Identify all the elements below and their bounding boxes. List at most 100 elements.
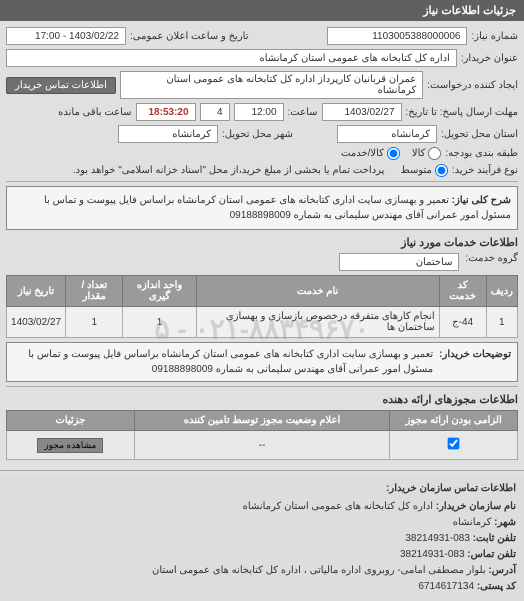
phone-value: 083-38214931 [405, 533, 470, 544]
main-panel: جزئیات اطلاعات نیاز شماره نیاز: 11030053… [0, 0, 524, 601]
remaining-days: 4 [200, 103, 230, 121]
radio-goods-input[interactable] [428, 147, 441, 160]
cell-rownum: 1 [486, 307, 517, 338]
th-date: تاریخ نیاز [7, 276, 66, 307]
group-value: ساختمان [339, 253, 459, 271]
deadline-date: 1403/02/27 [322, 103, 402, 121]
radio-medium-label: متوسط [400, 165, 431, 176]
remaining-suffix: ساعت باقی مانده [58, 107, 131, 118]
services-header-row: ردیف کد خدمت نام خدمت واحد اندازه گیری ت… [7, 276, 518, 307]
services-table: ردیف کد خدمت نام خدمت واحد اندازه گیری ت… [6, 275, 518, 338]
announce-value: 1403/02/22 - 17:00 [6, 27, 126, 45]
cell-details: مشاهده مجوز [7, 431, 135, 460]
cell-qty: 1 [66, 307, 123, 338]
radio-goods-label: کالا [412, 148, 426, 159]
section-header-details: جزئیات اطلاعات نیاز [0, 0, 524, 21]
radio-services-input[interactable] [387, 147, 400, 160]
description-box: شرح کلی نیاز: تعمیر و بهسازی سایت اداری … [6, 186, 518, 230]
buyer-notes-box: توضیحات خریدار: تعمیر و بهسازی سایت ادار… [6, 342, 518, 382]
header-title: جزئیات اطلاعات نیاز [423, 5, 516, 17]
cell-checkbox [390, 431, 518, 460]
desc-text: تعمیر و بهسازی سایت اداری کتابخانه های ع… [44, 195, 511, 221]
requester-value: عمران قربانیان کارپرداز اداره کل کتابخان… [120, 71, 423, 99]
city-value: کرمانشاه [118, 125, 218, 143]
time-label: ساعت: [288, 107, 318, 118]
th-status: اعلام وضعیت مجوز توسط تامین کننده [134, 411, 390, 431]
postal-label: کد پستی: [477, 581, 516, 592]
purchase-note: پرداخت تمام یا بخشی از مبلغ خرید،از محل … [73, 165, 385, 176]
separator-1 [6, 181, 518, 182]
th-row: ردیف [486, 276, 517, 307]
budget-radio-goods[interactable]: کالا [412, 147, 442, 160]
fcity-label: شهر: [494, 517, 516, 528]
th-unit: واحد اندازه گیری [123, 276, 196, 307]
table-row: 1 44-ج انجام کارهای متفرقه درخصوص بازساز… [7, 307, 518, 338]
permits-table: الزامی بودن ارائه مجوز اعلام وضعیت مجوز … [6, 410, 518, 460]
row-requester: ایجاد کننده درخواست: عمران قربانیان کارپ… [6, 71, 518, 99]
permit-checkbox[interactable] [448, 438, 460, 450]
footer-postal-row: کد پستی: 6714617134 [8, 579, 516, 595]
city-label: شهر محل تحویل: [222, 129, 293, 140]
footer-org-row: نام سازمان خریدار: اداره کل کتابخانه های… [8, 499, 516, 515]
th-name: نام خدمت [196, 276, 439, 307]
row-province: استان محل تحویل: کرمانشاه شهر محل تحویل:… [6, 125, 518, 143]
contact-buyer-button[interactable]: اطلاعات تماس خریدار [6, 77, 116, 94]
view-permit-button[interactable]: مشاهده مجوز [37, 438, 103, 453]
purchase-label: نوع فرآیند خرید: [452, 165, 518, 176]
info-content: شماره نیاز: 1103005388000006 تاریخ و ساع… [0, 21, 524, 466]
cell-unit: 1 [123, 307, 196, 338]
cell-date: 1403/02/27 [7, 307, 66, 338]
footer-phone-row: تلفن ثابت: 083-38214931 [8, 531, 516, 547]
footer-address-row: آدرس: بلوار مصطفی امامی- روبروی اداره ما… [8, 563, 516, 579]
notes-label: توضیحات خریدار: [439, 347, 511, 377]
need-number-value: 1103005388000006 [327, 27, 467, 45]
purchase-radio-group: متوسط [400, 164, 447, 177]
fax-value: 083-38214931 [400, 549, 465, 560]
org-value: اداره کل کتابخانه های عمومی استان کرمانش… [243, 501, 433, 512]
budget-label: طبقه بندی بودجه: [445, 148, 518, 159]
footer-info: اطلاعات تماس سازمان خریدار: نام سازمان خ… [0, 475, 524, 601]
org-label: نام سازمان خریدار: [436, 501, 516, 512]
fcity-value: کرمانشاه [453, 517, 492, 528]
notes-text: تعمیر و بهسازی سایت اداری کتابخانه های ع… [13, 347, 433, 377]
phone-label: تلفن ثابت: [473, 533, 516, 544]
purchase-radio-medium[interactable]: متوسط [400, 164, 447, 177]
budget-radio-services[interactable]: کالا/خدمت [341, 147, 400, 160]
row-need-number: شماره نیاز: 1103005388000006 تاریخ و ساع… [6, 27, 518, 45]
row-budget: طبقه بندی بودجه: کالا کالا/خدمت [6, 147, 518, 160]
desc-label: شرح کلی نیاز: [452, 195, 511, 206]
budget-radio-group: کالا کالا/خدمت [341, 147, 441, 160]
buyer-label: عنوان خریدار: [461, 53, 518, 64]
footer-fax-row: تلفن تماس: 083-38214931 [8, 547, 516, 563]
postal-value: 6714617134 [418, 581, 474, 592]
cell-name: انجام کارهای متفرقه درخصوص بازسازی و بهس… [196, 307, 439, 338]
group-label: گروه خدمت: [465, 253, 518, 271]
deadline-time: 12:00 [234, 103, 284, 121]
radio-medium-input[interactable] [435, 164, 448, 177]
th-mandatory: الزامی بودن ارائه مجوز [390, 411, 518, 431]
province-label: استان محل تحویل: [441, 129, 518, 140]
remaining-timer: 18:53:20 [136, 103, 196, 121]
permits-row: -- مشاهده مجوز [7, 431, 518, 460]
footer-city-row: شهر: کرمانشاه [8, 515, 516, 531]
permits-title: اطلاعات مجوزهای ارائه دهنده [6, 393, 518, 406]
th-code: کد خدمت [439, 276, 486, 307]
cell-code: 44-ج [439, 307, 486, 338]
footer-title: اطلاعات تماس سازمان خریدار: [8, 481, 516, 497]
row-deadline: مهلت ارسال پاسخ: تا تاریخ: 1403/02/27 سا… [6, 103, 518, 121]
province-value: کرمانشاه [337, 125, 437, 143]
th-details: جزئیات [7, 411, 135, 431]
announce-label: تاریخ و ساعت اعلان عمومی: [130, 31, 249, 42]
row-purchase: نوع فرآیند خرید: متوسط پرداخت تمام یا بخ… [6, 164, 518, 177]
th-qty: تعداد / مقدار [66, 276, 123, 307]
service-group-row: گروه خدمت: ساختمان [6, 253, 518, 271]
buyer-value: اداره کل کتابخانه های عمومی استان کرمانش… [6, 49, 457, 67]
permits-header-row: الزامی بودن ارائه مجوز اعلام وضعیت مجوز … [7, 411, 518, 431]
address-label: آدرس: [488, 565, 516, 576]
separator-2 [6, 386, 518, 387]
services-title: اطلاعات خدمات مورد نیاز [6, 236, 518, 249]
need-number-label: شماره نیاز: [471, 31, 518, 42]
services-table-wrap: ردیف کد خدمت نام خدمت واحد اندازه گیری ت… [6, 275, 518, 382]
requester-label: ایجاد کننده درخواست: [427, 80, 518, 91]
fax-label: تلفن تماس: [467, 549, 516, 560]
